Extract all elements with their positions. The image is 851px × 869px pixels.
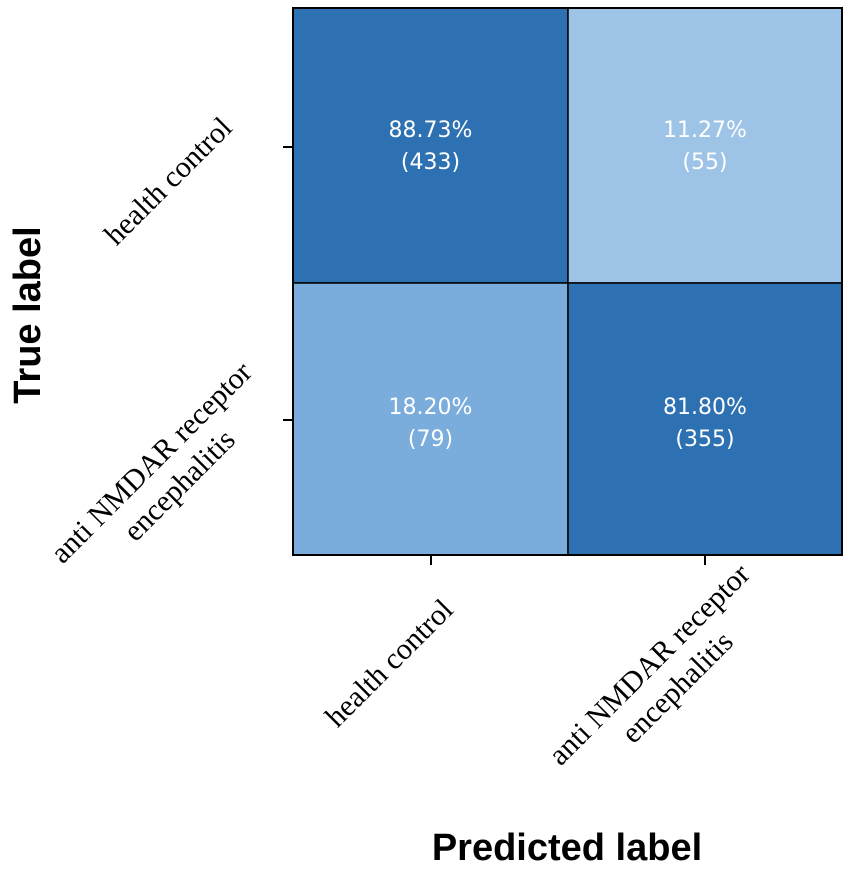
y-tick-label-anti-nmdar: anti NMDAR receptor encephalitis xyxy=(44,350,289,595)
cell-count-r1-c0: (79) xyxy=(408,427,453,452)
matrix-cell-r0-c1 xyxy=(567,7,843,284)
cell-count-r0-c1: (55) xyxy=(682,150,727,175)
y-tick-label-health-control: health control xyxy=(98,111,239,252)
cell-percent-r1-c1: 81.80% xyxy=(663,395,747,420)
matrix-cell-r1-c1 xyxy=(567,282,843,556)
cell-count-r1-c1: (355) xyxy=(675,427,734,452)
cell-count-r0-c0: (433) xyxy=(401,150,460,175)
cell-percent-r0-c0: 88.73% xyxy=(389,118,473,143)
cell-percent-r1-c0: 18.20% xyxy=(389,395,473,420)
cell-labels: 88.73% (433) 11.27% (55) 18.20% (79) 81.80% (35… xyxy=(389,118,747,452)
x-tick-label-anti-nmdar: anti NMDAR receptor encephalitis xyxy=(542,552,787,797)
matrix-cell-r1-c0 xyxy=(292,282,569,556)
axis-ticks xyxy=(283,146,706,565)
matrix-cells xyxy=(292,7,843,556)
plot-frame xyxy=(292,7,843,556)
cell-percent-r0-c1: 11.27% xyxy=(663,118,747,143)
y-axis-title: True label xyxy=(7,226,49,403)
x-tick-label-health-control: health control xyxy=(319,593,460,734)
x-axis-title: Predicted label xyxy=(432,827,702,869)
matrix-cell-r0-c0 xyxy=(292,7,569,284)
